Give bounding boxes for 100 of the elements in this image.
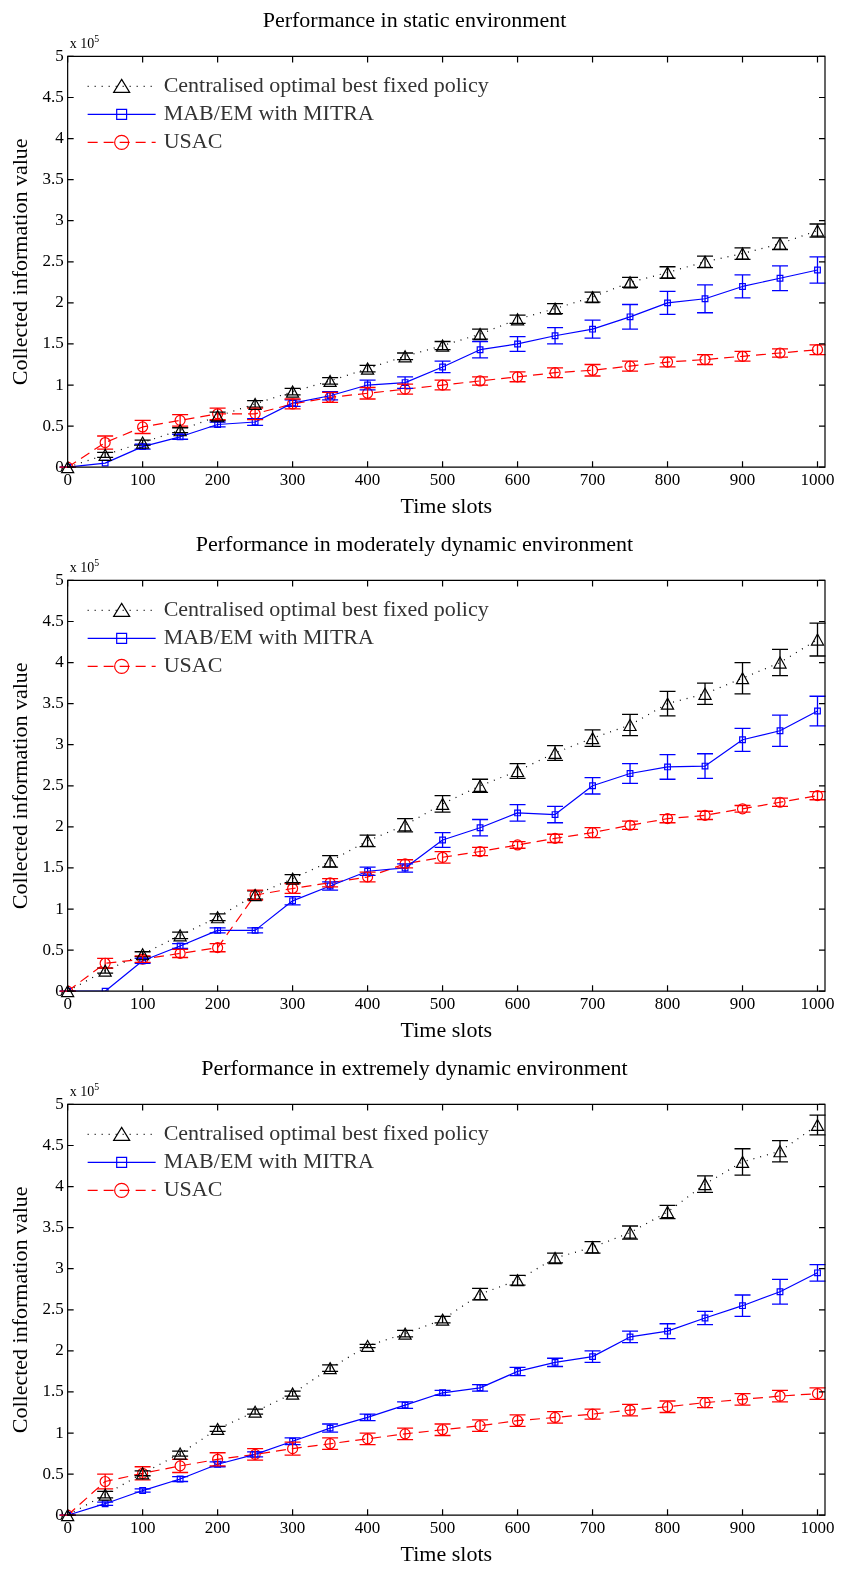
chart-title: Performance in extremely dynamic environment xyxy=(201,1054,628,1080)
point xyxy=(214,421,222,428)
point xyxy=(289,897,297,905)
y-axis-title: Collected information value xyxy=(6,1186,32,1434)
y-tick-label: 4.5 xyxy=(42,86,64,106)
chart-title: Performance in moderately dynamic environment xyxy=(195,530,634,556)
legend-label: Centralised optimal best fixed policy xyxy=(163,596,489,622)
x-tick-label: 400 xyxy=(354,993,381,1013)
y-tick-label: 0.5 xyxy=(42,939,64,959)
point xyxy=(214,1460,222,1468)
point xyxy=(698,687,712,700)
y-tick-label: 2.5 xyxy=(42,1299,64,1319)
point xyxy=(514,1367,521,1375)
point xyxy=(176,433,184,441)
point xyxy=(736,803,749,815)
y-tick-label: 4 xyxy=(55,128,65,148)
x-tick-label: 200 xyxy=(204,1517,231,1537)
x-tick-label: 1000 xyxy=(800,993,835,1013)
point xyxy=(735,1155,750,1169)
x-tick-label: 900 xyxy=(729,469,756,489)
y-tick-label: 0.5 xyxy=(42,415,64,435)
x-tick-label: 100 xyxy=(129,1517,156,1537)
point xyxy=(814,266,821,274)
legend-label: MAB/EM with MITRA xyxy=(163,100,374,126)
y-tick-label: 5 xyxy=(55,569,64,589)
legend-label: Centralised optimal best fixed policy xyxy=(163,1120,489,1146)
x-tick-label: 800 xyxy=(654,469,681,489)
x-tick-label: 500 xyxy=(429,1517,456,1537)
y-tick-label: 2 xyxy=(55,1340,64,1360)
x-tick-label: 600 xyxy=(504,1517,531,1537)
point xyxy=(660,697,675,710)
y-tick-label: 0 xyxy=(55,456,64,476)
point xyxy=(664,299,671,307)
x-tick-label: 300 xyxy=(279,1517,306,1537)
x-tick-label: 100 xyxy=(129,469,156,489)
point xyxy=(701,762,709,770)
point xyxy=(98,448,112,461)
x-tick-label: 600 xyxy=(504,469,531,489)
legend-label: USAC xyxy=(163,652,223,678)
x-tick-label: 200 xyxy=(204,993,231,1013)
x-tick-label: 300 xyxy=(279,469,306,489)
y-tick-label: 3.5 xyxy=(42,169,64,189)
y-tick-label: 0 xyxy=(55,980,64,1000)
point xyxy=(626,313,634,321)
x-tick-label: 800 xyxy=(654,993,681,1013)
y-tick-label: 3.5 xyxy=(42,693,64,713)
y-tick-label: 1 xyxy=(55,374,64,394)
x-tick-label: 1000 xyxy=(800,1517,835,1537)
x-tick-label: 900 xyxy=(729,1517,756,1537)
y-axis-title: Collected information value xyxy=(6,138,32,386)
point xyxy=(776,1288,784,1296)
x-tick-label: 500 xyxy=(429,993,456,1013)
chart-title: Performance in static environment xyxy=(262,6,567,32)
x-tick-label: 100 xyxy=(129,993,156,1013)
point xyxy=(476,1384,484,1392)
point xyxy=(623,718,637,732)
x-tick-label: 600 xyxy=(504,993,531,1013)
y-tick-label: 5 xyxy=(55,1093,64,1113)
x-tick-label: 900 xyxy=(729,993,756,1013)
y-tick-label: 5 xyxy=(55,45,64,65)
point xyxy=(212,942,224,954)
legend-label: MAB/EM with MITRA xyxy=(163,1148,374,1174)
point xyxy=(551,1358,559,1366)
point xyxy=(210,1422,225,1436)
point xyxy=(173,424,187,437)
point xyxy=(401,864,409,872)
x-axis-title: Time slots xyxy=(400,492,493,518)
point xyxy=(511,839,524,851)
y-tick-label: 4 xyxy=(55,652,65,672)
x-tick-label: 400 xyxy=(354,1517,381,1537)
point xyxy=(139,1487,147,1494)
x-tick-label: 700 xyxy=(579,1517,606,1537)
y-tick-label: 2.5 xyxy=(42,251,64,271)
legend-label: USAC xyxy=(163,1176,223,1202)
point xyxy=(773,1145,787,1158)
point xyxy=(739,736,746,744)
x-tick-label: 1000 xyxy=(800,469,835,489)
y-tick-label: 0 xyxy=(55,1504,64,1524)
x-tick-label: 400 xyxy=(354,469,381,489)
point xyxy=(810,633,825,646)
point xyxy=(360,1339,375,1353)
y-tick-label: 3 xyxy=(55,210,64,230)
point xyxy=(439,1389,446,1397)
point xyxy=(814,707,821,715)
y-tick-label: 4.5 xyxy=(42,610,64,630)
point xyxy=(364,1414,372,1421)
y-tick-label: 2 xyxy=(55,816,64,836)
x-tick-label: 300 xyxy=(279,993,306,1013)
point xyxy=(773,656,787,669)
point xyxy=(401,1401,409,1409)
y-tick-label: 2 xyxy=(55,292,64,312)
y-tick-label: 1.5 xyxy=(42,1381,64,1401)
y-tick-label: 3 xyxy=(55,734,64,754)
y-tick-label: 4.5 xyxy=(42,1134,64,1154)
x-axis-title: Time slots xyxy=(400,1540,493,1566)
point xyxy=(735,672,750,685)
y-tick-label: 2.5 xyxy=(42,775,64,795)
point xyxy=(248,1405,262,1418)
point xyxy=(326,882,334,890)
point xyxy=(173,1447,187,1460)
